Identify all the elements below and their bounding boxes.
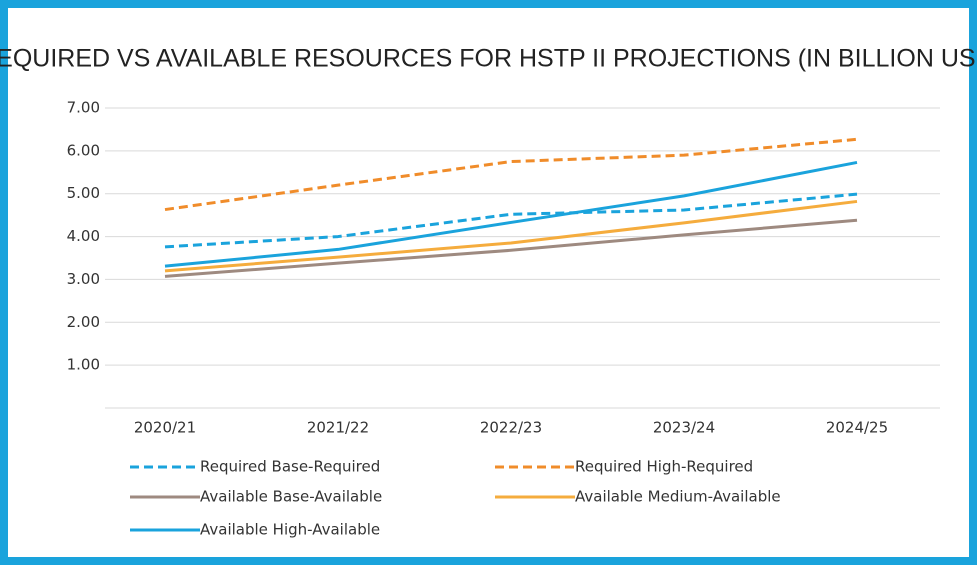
y-tick-label: 3.00 — [67, 270, 100, 288]
line-series — [164, 160, 858, 268]
x-tick-label: 2024/25 — [826, 419, 888, 437]
legend-label: Available Medium-Available — [575, 488, 781, 506]
y-tick-label: 1.00 — [67, 356, 100, 374]
line-series — [164, 199, 858, 273]
legend-label: Required Base-Required — [200, 458, 380, 476]
y-tick-label: 4.00 — [67, 227, 100, 245]
x-tick-label: 2023/24 — [653, 419, 715, 437]
legend-label: Available High-Available — [200, 521, 380, 539]
legend-label: Required High-Required — [575, 458, 753, 476]
x-tick-label: 2021/22 — [307, 419, 369, 437]
chart-title: REQUIRED VS AVAILABLE RESOURCES FOR HSTP… — [0, 45, 977, 73]
x-tick-label: 2022/23 — [480, 419, 542, 437]
line-series — [164, 137, 858, 212]
y-tick-label: 7.00 — [67, 99, 100, 117]
y-tick-label: 2.00 — [67, 313, 100, 331]
y-tick-label: 6.00 — [67, 141, 100, 159]
line-series — [164, 192, 858, 249]
x-tick-label: 2020/21 — [134, 419, 196, 437]
y-tick-label: 5.00 — [67, 184, 100, 202]
line-series — [164, 218, 858, 278]
legend-label: Available Base-Available — [200, 488, 382, 506]
